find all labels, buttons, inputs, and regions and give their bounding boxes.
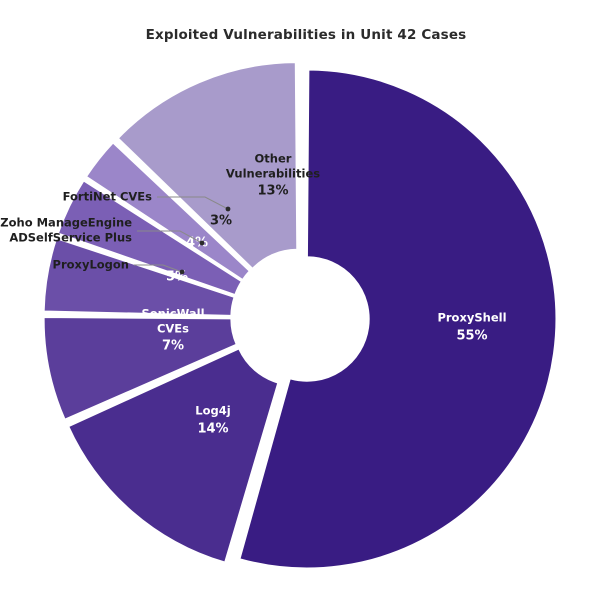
wedge-group (43, 62, 557, 569)
leader-line-proxylogon (134, 264, 183, 273)
leader-line-fortinet (157, 196, 229, 210)
pie-wedge-fortinet-cves[interactable] (86, 142, 250, 280)
slice-label-proxylogon: ProxyLogon (53, 258, 129, 272)
slice-pct-fortinet: 3% (210, 214, 232, 229)
slice-pct-other: 13% (257, 184, 288, 199)
slice-label-sonicwall-line2: CVEs (157, 322, 189, 336)
pie-wedge-proxylogon[interactable] (43, 238, 235, 316)
slice-pct-proxylogon: 5% (166, 270, 188, 285)
slice-label-sonicwall-line1: SonicWall (141, 307, 204, 321)
slice-pct-log4j: 14% (197, 422, 228, 437)
pie-wedge-other-vulnerabilities[interactable] (117, 62, 298, 269)
leader-dot-fortinet (225, 206, 231, 212)
slice-pct-sonicwall: 7% (162, 339, 184, 354)
slice-label-fortinet: FortiNet CVEs (63, 190, 153, 204)
slice-label-other-line2: Vulnerabilities (226, 167, 320, 181)
leader-dot-proxylogon (179, 269, 185, 275)
leader-dot-zoho (199, 240, 205, 246)
chart-title: Exploited Vulnerabilities in Unit 42 Cas… (145, 27, 467, 43)
slice-label-zoho-line1: Zoho ManageEngine (0, 216, 132, 230)
pie-wedge-sonicwall-cves[interactable] (43, 316, 237, 420)
pie-wedge-log4j[interactable] (68, 348, 279, 563)
leader-line-zoho (137, 230, 203, 244)
slice-label-other-line1: Other (255, 152, 292, 166)
slice-label-log4j: Log4j (195, 404, 230, 418)
pie-wedge-proxyshell[interactable] (239, 69, 557, 569)
slice-label-zoho-line2: ADSelfService Plus (9, 231, 132, 245)
slice-label-proxyshell: ProxyShell (437, 311, 506, 325)
slice-pct-zoho: 4% (186, 236, 208, 251)
slice-pct-proxyshell: 55% (456, 329, 487, 344)
